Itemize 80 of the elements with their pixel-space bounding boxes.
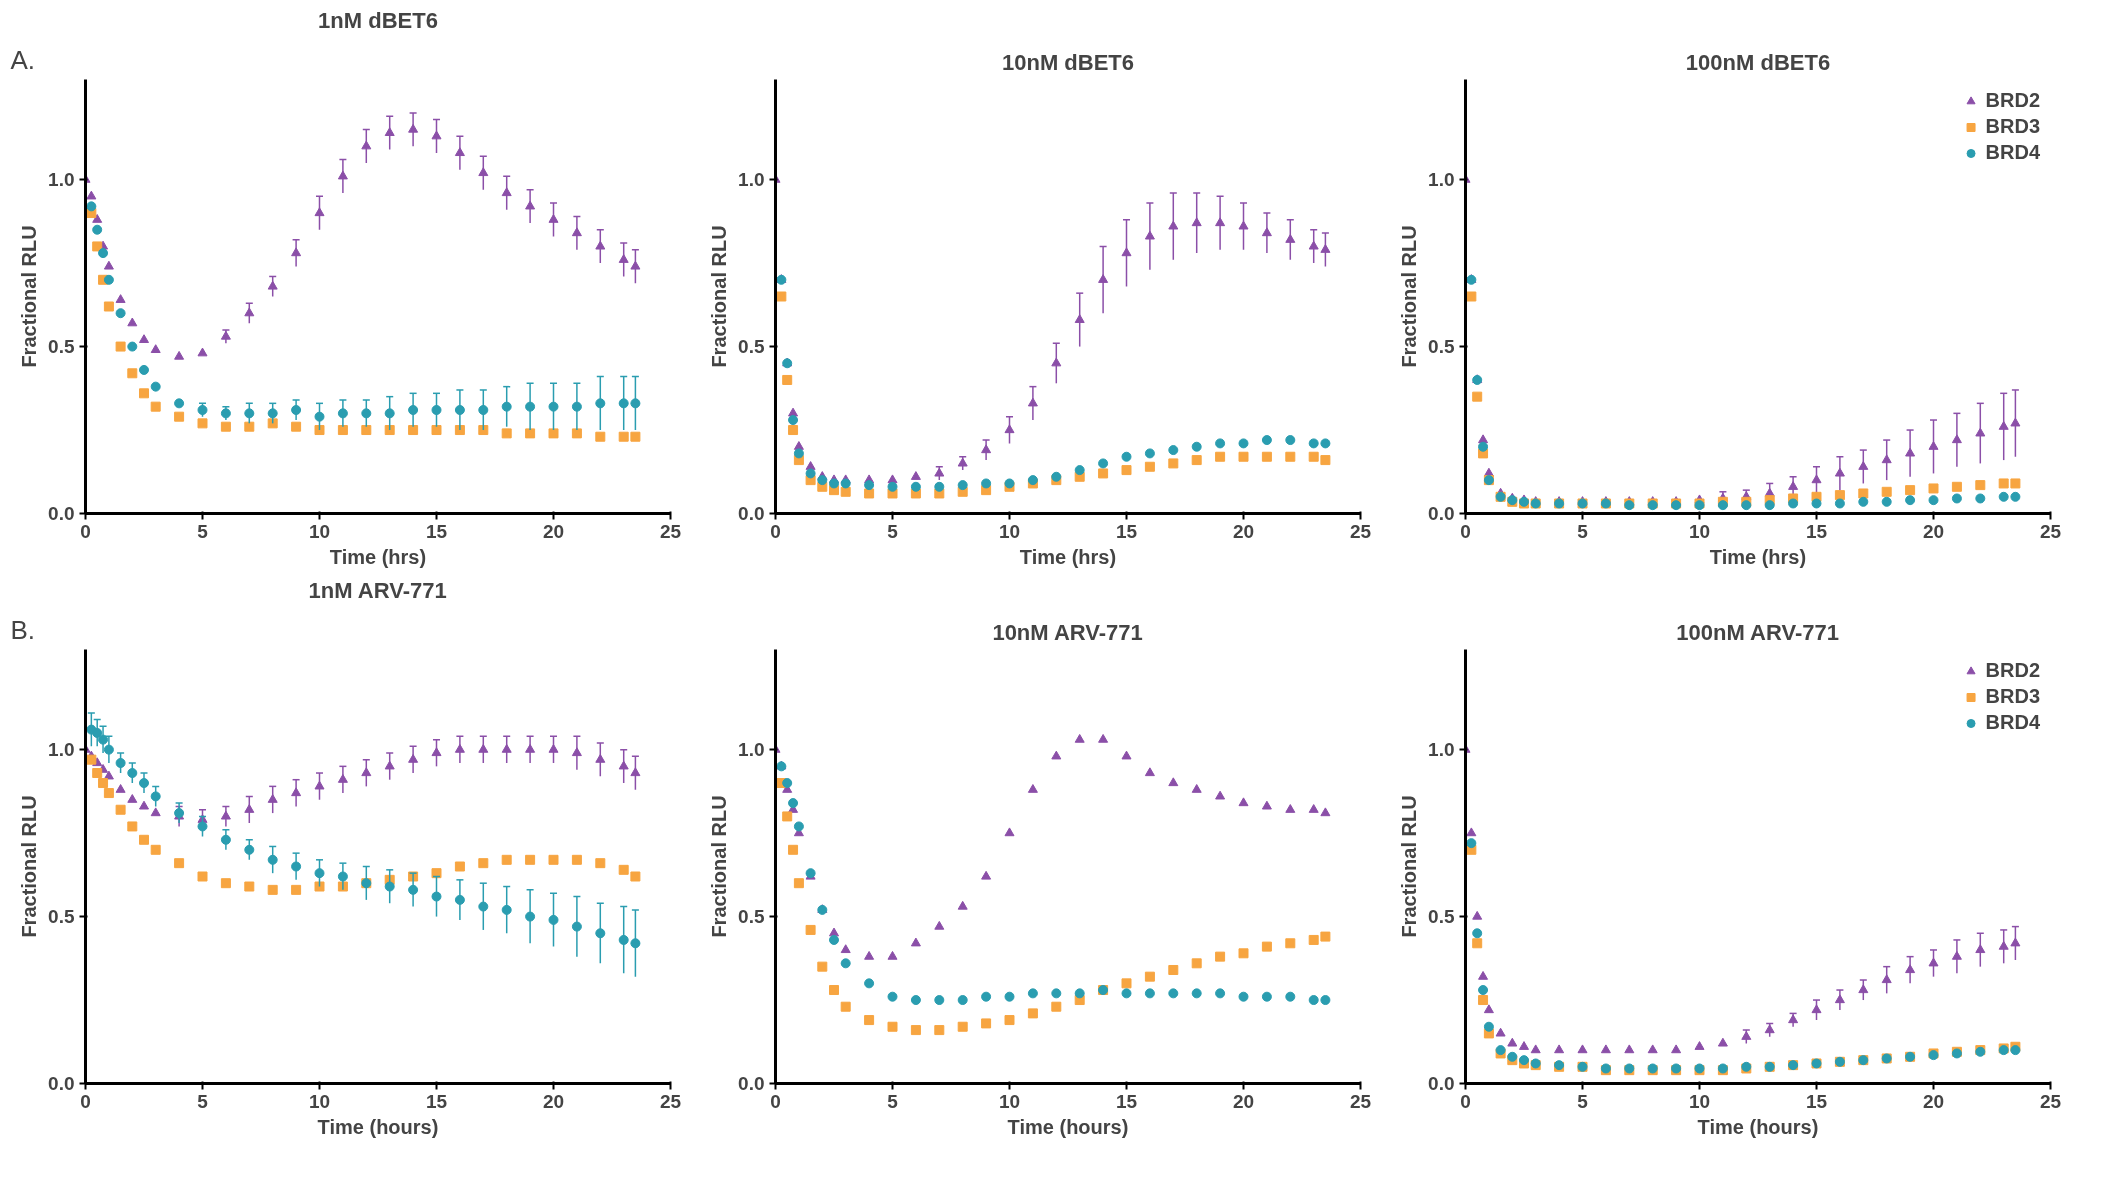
x-axis-title: Time (hrs) bbox=[1709, 545, 1807, 568]
x-tick-label: 25 bbox=[659, 520, 682, 542]
x-tick-label: 0 bbox=[770, 1090, 781, 1112]
text: A. bbox=[10, 44, 36, 75]
y-tick-label: 0.0 bbox=[738, 503, 765, 524]
x-tick-label: 20 bbox=[542, 520, 565, 542]
chart-title: 10nM dBET6 bbox=[1001, 49, 1135, 75]
chart-title: 1nM ARV-771 bbox=[308, 577, 447, 603]
chart-title: 100nM ARV-771 bbox=[1676, 619, 1839, 645]
y-tick-label: 0.5 bbox=[738, 906, 765, 928]
legend-label: BRD2 bbox=[1985, 89, 2040, 112]
y-axis-title: Fractional RLU bbox=[18, 795, 41, 938]
y-tick-label: 1.0 bbox=[48, 169, 75, 191]
x-tick-label: 10 bbox=[1688, 1090, 1711, 1112]
x-tick-label: 10 bbox=[998, 1090, 1021, 1112]
y-tick-label: 0.5 bbox=[1428, 906, 1455, 928]
x-tick-label: 0 bbox=[1460, 520, 1471, 542]
y-tick-label: 0.0 bbox=[738, 1073, 765, 1094]
x-tick-label: 0 bbox=[770, 520, 781, 542]
x-tick-label: 15 bbox=[1805, 1090, 1828, 1112]
x-tick-label: 5 bbox=[887, 520, 899, 542]
x-tick-label: 20 bbox=[1922, 1090, 1945, 1112]
x-tick-label: 25 bbox=[1349, 520, 1372, 542]
x-axis-title: Time (hrs) bbox=[1019, 545, 1117, 568]
x-tick-label: 25 bbox=[2039, 1090, 2062, 1112]
x-tick-label: 15 bbox=[1115, 1090, 1138, 1112]
y-tick-label: 0.0 bbox=[48, 1073, 75, 1094]
text: B. bbox=[10, 614, 36, 645]
x-tick-label: 25 bbox=[659, 1090, 682, 1112]
y-tick-label: 1.0 bbox=[738, 739, 765, 761]
x-tick-label: 15 bbox=[425, 1090, 448, 1112]
y-tick-label: 1.0 bbox=[1428, 169, 1455, 191]
x-tick-label: 20 bbox=[1232, 1090, 1255, 1112]
y-tick-label: 0.5 bbox=[48, 906, 75, 928]
y-axis-title: Fractional RLU bbox=[1398, 225, 1421, 368]
x-tick-label: 0 bbox=[80, 520, 91, 542]
x-axis-title: Time (hours) bbox=[1697, 1115, 1819, 1138]
chart-title: 10nM ARV-771 bbox=[992, 619, 1143, 645]
legend-label: BRD2 bbox=[1985, 659, 2040, 682]
x-axis-title: Time (hours) bbox=[317, 1115, 439, 1138]
x-tick-label: 10 bbox=[998, 520, 1021, 542]
x-tick-label: 15 bbox=[1805, 520, 1828, 542]
y-axis-title: Fractional RLU bbox=[708, 795, 731, 938]
y-tick-label: 0.5 bbox=[48, 336, 75, 358]
x-tick-label: 25 bbox=[1349, 1090, 1372, 1112]
legend-label: BRD3 bbox=[1985, 115, 2040, 138]
x-axis-title: Time (hours) bbox=[1007, 1115, 1129, 1138]
y-axis-title: Fractional RLU bbox=[18, 225, 41, 368]
legend-label: BRD4 bbox=[1985, 141, 2040, 164]
x-tick-label: 5 bbox=[197, 520, 209, 542]
chart-title: 1nM dBET6 bbox=[318, 7, 438, 33]
x-tick-label: 15 bbox=[1115, 520, 1138, 542]
y-axis-title: Fractional RLU bbox=[1398, 795, 1421, 938]
y-tick-label: 0.0 bbox=[1428, 503, 1455, 524]
x-tick-label: 20 bbox=[542, 1090, 565, 1112]
y-tick-label: 0.5 bbox=[738, 336, 765, 358]
x-tick-label: 0 bbox=[80, 1090, 91, 1112]
x-tick-label: 5 bbox=[1577, 1090, 1589, 1112]
y-tick-label: 1.0 bbox=[48, 739, 75, 761]
x-tick-label: 20 bbox=[1232, 520, 1255, 542]
x-tick-label: 25 bbox=[2039, 520, 2062, 542]
x-axis-title: Time (hrs) bbox=[329, 545, 427, 568]
x-tick-label: 5 bbox=[197, 1090, 209, 1112]
x-tick-label: 10 bbox=[1688, 520, 1711, 542]
y-tick-label: 0.0 bbox=[1428, 1073, 1455, 1094]
chart-title: 100nM dBET6 bbox=[1685, 49, 1831, 75]
y-tick-label: 1.0 bbox=[738, 169, 765, 191]
y-axis-title: Fractional RLU bbox=[708, 225, 731, 368]
x-tick-label: 10 bbox=[308, 1090, 331, 1112]
x-tick-label: 0 bbox=[1460, 1090, 1471, 1112]
x-tick-label: 5 bbox=[887, 1090, 899, 1112]
y-tick-label: 0.5 bbox=[1428, 336, 1455, 358]
y-tick-label: 1.0 bbox=[1428, 739, 1455, 761]
legend-label: BRD4 bbox=[1985, 711, 2040, 734]
y-tick-label: 0.0 bbox=[48, 503, 75, 524]
legend-label: BRD3 bbox=[1985, 685, 2040, 708]
x-tick-label: 20 bbox=[1922, 520, 1945, 542]
x-tick-label: 10 bbox=[308, 520, 331, 542]
x-tick-label: 5 bbox=[1577, 520, 1589, 542]
x-tick-label: 15 bbox=[425, 520, 448, 542]
